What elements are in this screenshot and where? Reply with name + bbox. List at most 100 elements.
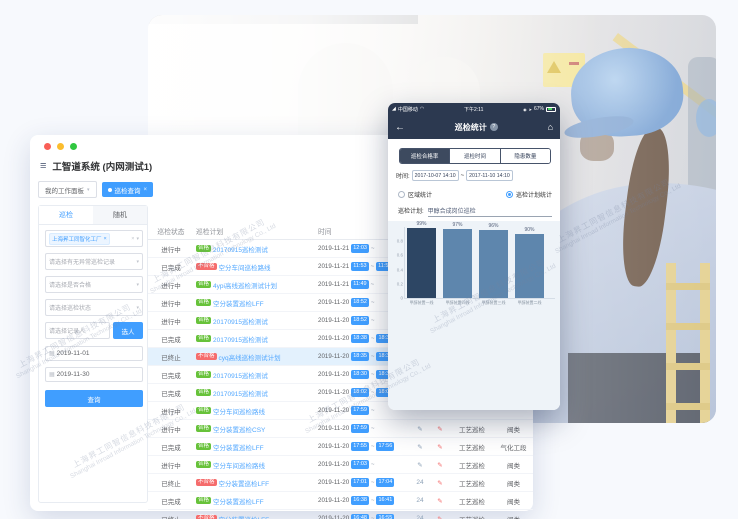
start-time-input[interactable]: 2017-10-07 14:10 <box>411 170 459 181</box>
remove-tag-icon[interactable]: × <box>103 235 107 242</box>
table-row[interactable]: 已终止不合格空分装置巡检LFF2019-11-2016:48~16:5524✎工… <box>148 510 533 519</box>
edit-icon[interactable]: ✎ <box>417 461 423 469</box>
plan-link[interactable]: 20170915巡检测试 <box>213 336 268 344</box>
zoom-window-icon[interactable] <box>70 143 77 150</box>
edit-red-icon[interactable]: ✎ <box>437 461 443 469</box>
plan-link[interactable]: 空分装置巡检LFF <box>213 444 264 452</box>
segment-1[interactable]: 巡检时间 <box>450 149 501 163</box>
filter-tab-inspection[interactable]: 巡检 <box>39 206 93 224</box>
plan-link[interactable]: 空分车间巡检路线 <box>218 264 271 272</box>
edit-red-icon[interactable]: ✎ <box>437 497 443 505</box>
pick-person-button[interactable]: 选人 <box>113 322 143 339</box>
start-time-badge: 17:03 <box>351 460 369 469</box>
edit-red-icon[interactable]: ✎ <box>437 479 443 487</box>
plan-link[interactable]: 空分装置巡检LFF <box>218 480 270 488</box>
plan-link[interactable]: cyq高线巡检测试计划 <box>218 354 281 362</box>
qualified-badge: 合格 <box>196 334 212 343</box>
plan-link[interactable]: 空分车间巡检路线 <box>213 408 266 416</box>
close-window-icon[interactable] <box>44 143 51 150</box>
cell-time: 2019-11-20 17:01 ~17:04 <box>318 478 395 487</box>
cell-area: 气化工段 <box>500 444 527 452</box>
qualified-badge: 合格 <box>196 496 212 505</box>
cell-status: 已完成 <box>161 336 181 344</box>
clear-icon[interactable]: × <box>131 235 135 242</box>
date-end-input[interactable]: ▦ 2019-11-30 <box>45 367 143 382</box>
cell-type: 工艺巡检 <box>459 426 485 434</box>
end-time-input[interactable]: 2017-11-10 14:10 <box>466 170 513 181</box>
filter-select-2[interactable]: 请选择巡检状态 ▾ <box>45 299 143 316</box>
radio-region-stat[interactable]: 区域统计 <box>398 190 432 199</box>
plan-link[interactable]: 20170915巡检测试 <box>213 246 268 254</box>
plan-link[interactable]: 空分装置巡检CSY <box>213 426 266 434</box>
start-time-badge: 16:48 <box>351 514 369 519</box>
table-row[interactable]: 已完成 合格 20170915巡检测试 2019-11-20 18:02 ~18:06 <box>148 384 533 402</box>
plan-link[interactable]: 4ypi高线巡检测试计划 <box>213 282 277 290</box>
segment-0[interactable]: 巡检合格率 <box>400 149 451 163</box>
radio-plan-stat[interactable]: 巡检计划统计 <box>505 190 552 199</box>
home-icon[interactable]: ⌂ <box>547 122 553 132</box>
table-row[interactable]: 进行中 合格 空分装置巡检LFF 2019-11-20 18:52 ~ <box>148 294 533 312</box>
table-row[interactable]: 已完成 合格 空分装置巡检LFF 2019-11-20 16:38 ~16:41 24 ✎ 工艺… <box>148 492 533 510</box>
cell-time: 2019-11-21 11:53 ~11:58 <box>318 262 394 271</box>
tab-workspace[interactable]: 我的工作面板 ▾ <box>38 181 97 198</box>
table-row[interactable]: 进行中 合格 20170915巡检测试 2019-11-20 18:52 ~ <box>148 312 533 330</box>
qualified-badge: 不合格 <box>196 262 217 271</box>
table-row[interactable]: 进行中 合格 空分装置巡检CSY 2019-11-20 17:59 ~ ✎ ✎ 工艺巡检 阀类 <box>148 420 533 438</box>
plan-link[interactable]: 空分装置巡检LFF <box>219 514 270 519</box>
menu-icon[interactable]: ≡ <box>40 159 47 172</box>
segment-2[interactable]: 隐患数量 <box>500 149 550 163</box>
window-traffic-lights <box>44 143 77 150</box>
edit-red-icon[interactable]: ✎ <box>437 443 443 451</box>
plan-link[interactable]: 20170915巡检测试 <box>213 318 268 326</box>
plan-link[interactable]: 空分装置巡检LFF <box>213 300 264 308</box>
filter-panel: 巡检 随机 上海昇工同智化工厂 × × ▾ 请选择有无异常巡检记录 ▾ 请选择是否合格… <box>38 205 148 503</box>
plan-link[interactable]: 空分装置巡检LFF <box>213 498 264 506</box>
plan-link[interactable]: 20170915巡检测试 <box>213 390 268 398</box>
table-row[interactable]: 进行中 合格 空分车间巡检路线 2019-11-20 17:03 ~ ✎ ✎ 工艺巡检 阀类 <box>148 456 533 474</box>
table-row[interactable]: 已完成 不合格 空分车间巡检路线 2019-11-21 11:53 ~11:58 <box>148 258 533 276</box>
edit-icon[interactable]: 24 <box>416 479 424 486</box>
table-row[interactable]: 已完成 合格 20170915巡检测试 2019-11-20 18:30 ~18:31 <box>148 366 533 384</box>
table-header: 巡检状态 <box>157 229 185 236</box>
edit-icon[interactable]: ✎ <box>417 443 423 451</box>
close-tab-icon[interactable]: × <box>143 186 148 193</box>
edit-icon[interactable]: 24 <box>416 497 424 504</box>
plan-link[interactable]: 空分车间巡检路线 <box>213 462 266 470</box>
filter-select-0[interactable]: 请选择有无异常巡检记录 ▾ <box>45 253 143 270</box>
start-time-badge: 17:59 <box>351 406 369 415</box>
end-time-badge: 18:31 <box>376 370 395 379</box>
plan-filter-row: 巡检计划: 甲醇合成岗位巡检 <box>398 206 552 217</box>
table-row[interactable]: 已终止 不合格 空分装置巡检LFF 2019-11-20 17:01 ~17:04 24 ✎ 工… <box>148 474 533 492</box>
table-row[interactable]: 已完成 合格 20170915巡检测试 2019-11-20 18:38 ~18:39 <box>148 330 533 348</box>
filter-select-1[interactable]: 请选择是否合格 ▾ <box>45 276 143 293</box>
back-arrow-icon[interactable]: ← <box>395 121 405 133</box>
factory-select[interactable]: 上海昇工同智化工厂 × × ▾ <box>45 230 143 247</box>
plan-value-input[interactable]: 甲醇合成岗位巡检 <box>427 206 552 217</box>
table-row[interactable]: 进行中 合格 空分车间巡检路线 2019-11-20 17:59 ~ <box>148 402 533 420</box>
cell-time: 2019-11-20 17:59 ~ <box>318 424 375 433</box>
cell-status: 进行中 <box>161 426 181 434</box>
table-row[interactable]: 已完成 合格 空分装置巡检LFF 2019-11-20 17:55 ~17:56 ✎ ✎ 工艺巡… <box>148 438 533 456</box>
query-button[interactable]: 查询 <box>45 390 143 407</box>
table-row[interactable]: 进行中 合格 4ypi高线巡检测试计划 2019-11-21 11:49 ~ <box>148 276 533 294</box>
start-time-badge: 12:03 <box>351 244 369 253</box>
filter-tab-random[interactable]: 随机 <box>93 206 147 224</box>
bar-0[interactable]: 99% 甲醇装置一线 <box>407 221 436 305</box>
table-row[interactable]: 进行中 合格 20170915巡检测试 2019-11-21 12:03 ~ <box>148 240 533 258</box>
date-start-input[interactable]: ▦ 2019-11-01 <box>45 346 143 361</box>
cell-plan: 合格 空分装置巡检LFF <box>194 442 316 452</box>
bar-1[interactable]: 97% 甲醇装置四线 <box>443 222 472 305</box>
edit-red-icon[interactable]: ✎ <box>437 425 443 433</box>
edit-red-icon[interactable]: ✎ <box>437 515 443 519</box>
plan-link[interactable]: 20170915巡检测试 <box>213 372 268 380</box>
bar-3[interactable]: 90% 甲醇装置二线 <box>515 227 544 305</box>
minimize-window-icon[interactable] <box>57 143 64 150</box>
recorder-input[interactable]: 请选择记录人 <box>45 322 110 339</box>
tab-inspection-query[interactable]: 巡检查询 × <box>101 182 154 197</box>
bar-2[interactable]: 96% 甲醇装置三线 <box>479 223 508 305</box>
start-time-badge: 17:55 <box>351 442 369 451</box>
end-time-badge: 11:58 <box>376 262 394 271</box>
edit-icon[interactable]: ✎ <box>417 425 423 433</box>
edit-icon[interactable]: 24 <box>416 515 424 519</box>
help-icon[interactable]: ? <box>489 123 498 131</box>
